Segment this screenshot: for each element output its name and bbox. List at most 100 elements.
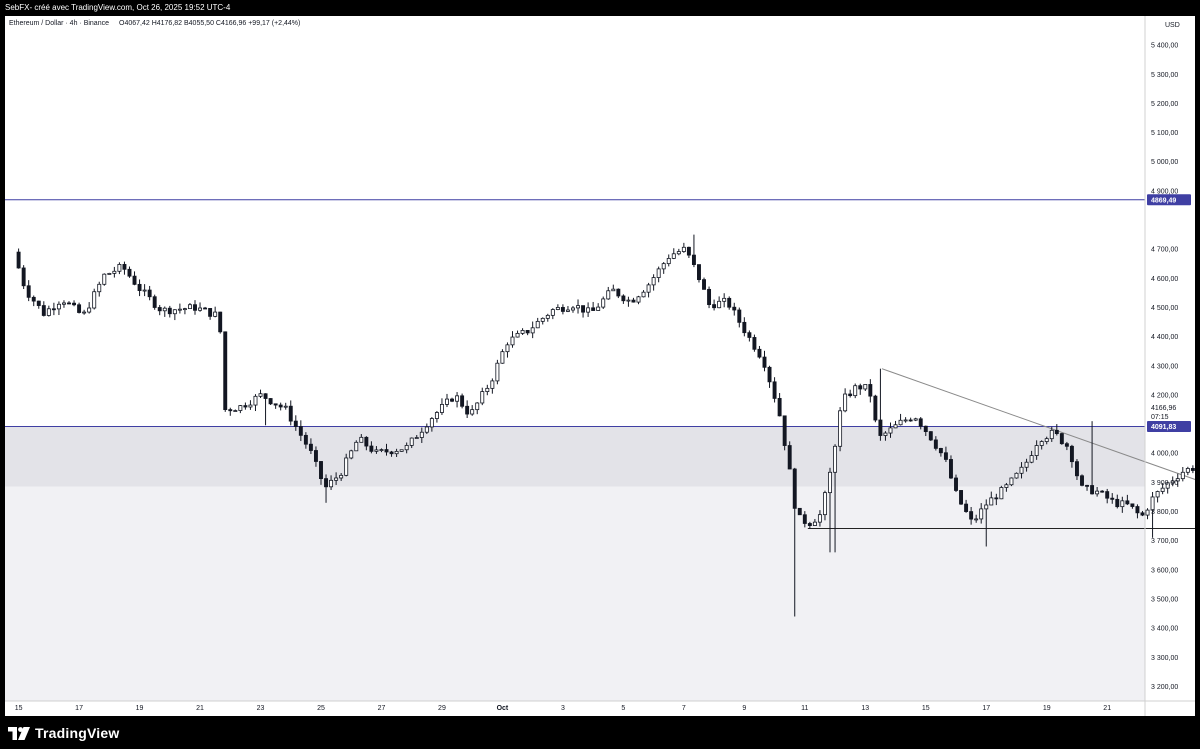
price-tick-label: 4 400,00 <box>1151 334 1178 341</box>
candle-down <box>132 275 137 285</box>
candle-up <box>505 344 510 353</box>
candle-up <box>979 508 984 520</box>
candle-up <box>666 258 671 265</box>
candle-up <box>414 437 419 439</box>
candle-down <box>1135 506 1140 514</box>
candle-up <box>883 432 888 436</box>
candle-down <box>67 302 71 305</box>
candle-down <box>964 503 969 512</box>
candle-down <box>1064 443 1069 447</box>
candle-up <box>258 393 263 397</box>
price-tick-label: 4 200,00 <box>1151 392 1178 399</box>
candle-up <box>419 431 424 438</box>
candle-down <box>792 468 797 509</box>
candle-down <box>938 447 943 454</box>
footer-bar: TradingView <box>0 716 1200 749</box>
candle-down <box>308 443 313 451</box>
candle-down <box>1085 484 1090 487</box>
price-tick-label: 4 600,00 <box>1151 276 1178 283</box>
candle-down <box>1069 445 1074 463</box>
chart-canvas[interactable]: ⚡USUSUSUS 5 400,005 300,005 200,005 100,… <box>5 16 1195 716</box>
candle-down <box>707 288 712 305</box>
tradingview-logo[interactable]: TradingView <box>8 725 119 741</box>
candle-up <box>510 336 515 346</box>
candle-up <box>999 487 1004 500</box>
candle-up <box>853 385 858 397</box>
candle-up <box>1044 438 1049 442</box>
candle-down <box>702 279 706 290</box>
currency-label: USD <box>1165 22 1180 29</box>
candle-up <box>888 427 893 434</box>
candle-down <box>686 246 691 256</box>
candle-down <box>21 267 26 287</box>
price-tick-label: 4 900,00 <box>1151 188 1178 195</box>
candle-up <box>253 395 258 406</box>
time-tick-label: 17 <box>982 705 990 712</box>
candle-down <box>697 264 701 281</box>
price-tick-label: 3 500,00 <box>1151 596 1178 603</box>
candle-up <box>651 277 656 286</box>
candle-up <box>424 426 429 433</box>
candle-up <box>898 419 903 426</box>
candle-down <box>288 405 293 422</box>
candle-up <box>722 297 727 302</box>
candle-up <box>404 445 409 451</box>
candle-up <box>359 436 364 443</box>
candle-up <box>82 311 87 314</box>
candle-down <box>591 307 596 311</box>
candle-up <box>56 303 61 310</box>
candle-down <box>228 409 233 412</box>
candle-up <box>97 283 102 293</box>
candle-up <box>187 304 192 310</box>
candle-up <box>636 296 641 303</box>
candle-down <box>243 405 248 408</box>
candle-up <box>379 449 384 451</box>
time-tick-label: 15 <box>922 705 930 712</box>
candle-up <box>571 307 575 311</box>
candle-up <box>1039 441 1044 446</box>
candle-up <box>213 311 218 317</box>
countdown-label: 07:15 <box>1151 414 1169 421</box>
candle-down <box>1075 461 1079 477</box>
candle-down <box>873 395 878 421</box>
candle-down <box>208 308 213 317</box>
price-tick-label: 4 700,00 <box>1151 247 1178 254</box>
candle-down <box>787 445 792 470</box>
candle-up <box>812 521 817 526</box>
candle-up <box>248 404 253 408</box>
chart-frame[interactable]: ⚡USUSUSUS 5 400,005 300,005 200,005 100,… <box>5 16 1195 716</box>
candle-down <box>193 304 197 311</box>
candle-up <box>485 387 490 392</box>
candle-down <box>767 366 772 383</box>
candle-up <box>475 402 480 411</box>
candle-down <box>369 445 374 452</box>
candle-up <box>863 384 868 390</box>
candle-up <box>1150 496 1155 511</box>
candle-up <box>838 410 843 447</box>
candle-down <box>51 308 56 311</box>
candle-up <box>671 253 676 259</box>
time-axis[interactable]: 15 17 19 21 23 25 27 29 Oct 3 5 7 9 11 13 15 17 19 21 <box>15 705 1111 712</box>
candle-up <box>606 290 611 300</box>
candle-up <box>1160 487 1165 492</box>
time-tick-label: Oct <box>497 705 509 712</box>
candle-down <box>943 452 948 460</box>
candle-up <box>177 308 182 311</box>
candle-down <box>313 450 318 462</box>
time-tick-label: 5 <box>621 705 625 712</box>
candle-down <box>712 304 717 309</box>
candle-up <box>535 320 540 329</box>
candle-down <box>364 436 369 447</box>
candle-down <box>31 296 36 302</box>
candle-up <box>1120 500 1125 508</box>
candle-down <box>157 307 162 312</box>
price-axis[interactable]: 5 400,00 5 300,00 5 200,00 5 100,00 5 000,00… <box>1147 43 1191 691</box>
candle-up <box>1009 477 1014 486</box>
price-tick-label: 5 000,00 <box>1151 159 1178 166</box>
price-tick-label: 3 600,00 <box>1151 567 1178 574</box>
candle-down <box>36 300 41 306</box>
candle-down <box>848 393 853 397</box>
symbol-line: Ethereum / Dollar · 4h · Binance <box>9 20 109 27</box>
candle-down <box>223 331 228 411</box>
candle-up <box>87 307 92 313</box>
